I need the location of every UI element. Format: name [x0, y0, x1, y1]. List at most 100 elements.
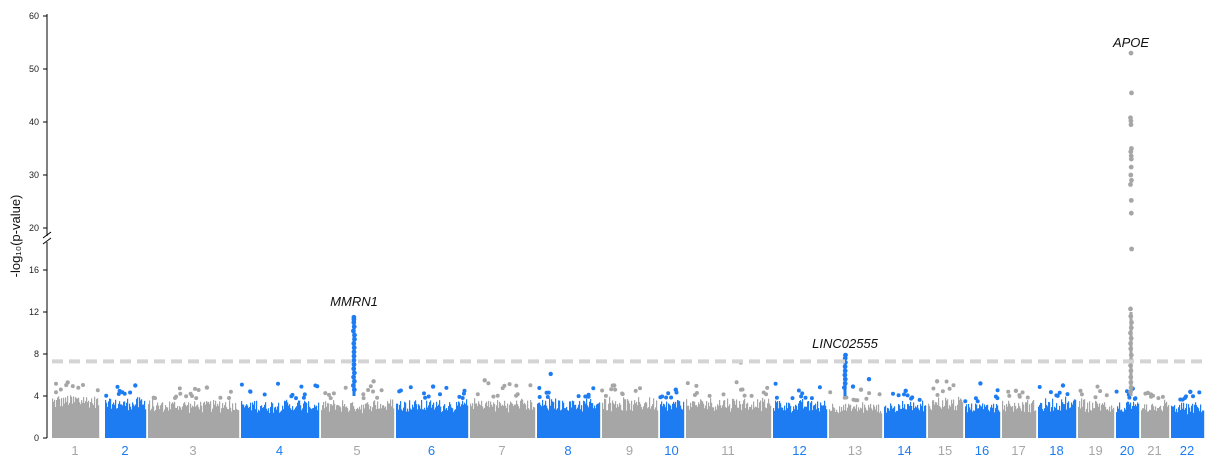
- snp-point: [669, 395, 674, 400]
- snp-point: [1197, 390, 1202, 395]
- snp-point: [299, 384, 304, 389]
- snp-point: [1098, 389, 1103, 394]
- snp-point: [707, 393, 712, 398]
- snp-point: [773, 381, 778, 386]
- hit-point: [1128, 156, 1134, 162]
- y-tick-label: 50: [29, 64, 39, 74]
- chromosome-7-points: [470, 378, 536, 438]
- snp-point: [774, 395, 779, 400]
- gene-label-mmrn1: MMRN1: [330, 294, 378, 309]
- snp-point: [116, 392, 121, 396]
- snp-point: [1007, 393, 1012, 398]
- snp-point: [1093, 395, 1098, 400]
- snp-point: [740, 387, 745, 392]
- y-axis-label: -log₁₀(p-value): [8, 195, 23, 278]
- snp-point: [248, 389, 253, 394]
- snp-point: [734, 380, 739, 385]
- snp-point: [1006, 389, 1011, 394]
- chromosome-label-15: 15: [938, 443, 952, 458]
- snp-point: [398, 388, 403, 393]
- snp-point: [368, 384, 373, 389]
- chromosome-17-points: [1002, 388, 1037, 438]
- chromosome-8-points: [537, 371, 601, 438]
- snp-point: [196, 388, 201, 392]
- chromosome-4-points: [239, 381, 320, 438]
- snp-point: [514, 393, 519, 398]
- snp-point: [120, 390, 125, 395]
- snp-point: [302, 392, 307, 397]
- chromosome-label-20: 20: [1120, 443, 1134, 458]
- chromosome-15-points: [928, 379, 964, 438]
- chromosome-7-body: [470, 398, 536, 438]
- snp-point: [457, 394, 462, 399]
- snp-point: [800, 391, 805, 396]
- snp-point: [375, 395, 380, 400]
- snp-point: [227, 396, 231, 400]
- chromosome-19-body: [1078, 398, 1115, 438]
- snp-point: [371, 389, 375, 394]
- chromosome-4-hits: [351, 314, 357, 396]
- chromosome-18-points: [1037, 383, 1077, 438]
- hit-point: [1129, 90, 1134, 96]
- gene-label-linc02555: LINC02555: [812, 336, 879, 351]
- chromosome-12-hits: [842, 352, 872, 396]
- snp-peak-point: [934, 379, 940, 384]
- chromosome-15-body: [928, 396, 964, 438]
- snp-peak-point: [673, 387, 678, 392]
- snp-point: [995, 388, 1000, 393]
- chromosome-5-points: [321, 379, 395, 438]
- snp-point: [460, 396, 465, 400]
- chromosome-3-points: [148, 385, 240, 438]
- chromosome-label-17: 17: [1011, 443, 1025, 458]
- snp-point: [423, 395, 428, 400]
- chromosome-12-body: [773, 399, 828, 438]
- hit-point: [1128, 50, 1134, 56]
- snp-point: [905, 393, 910, 398]
- chromosome-1-points: [52, 380, 100, 438]
- data-points: [52, 50, 1205, 438]
- snp-point: [576, 394, 581, 399]
- y-tick-label: 40: [29, 117, 39, 127]
- snp-point: [58, 387, 63, 392]
- chromosome-label-1: 1: [71, 443, 78, 458]
- snp-point: [1114, 389, 1119, 394]
- snp-point: [194, 396, 199, 401]
- chromosome-13-body: [829, 402, 883, 438]
- chromosome-22-points: [1171, 389, 1205, 438]
- snp-point: [944, 379, 949, 384]
- snp-point: [685, 381, 690, 386]
- snp-point: [855, 398, 860, 403]
- snp-point: [361, 396, 366, 401]
- snp-point: [694, 383, 699, 388]
- chromosome-12-points: [773, 381, 828, 438]
- snp-point: [323, 391, 328, 396]
- snp-point: [799, 394, 804, 399]
- snp-peak-point: [430, 384, 436, 389]
- y-tick-label: 0: [34, 433, 39, 443]
- snp-point: [128, 390, 133, 395]
- chromosome-5-body: [321, 399, 395, 438]
- snp-point: [361, 392, 366, 397]
- snp-point: [507, 382, 512, 387]
- snp-point: [951, 383, 956, 388]
- chromosome-6-body: [396, 399, 469, 438]
- snp-point: [638, 386, 642, 391]
- snp-point: [613, 387, 618, 392]
- chromosome-21-points: [1141, 390, 1170, 438]
- chromosome-label-6: 6: [428, 443, 435, 458]
- chromosome-label-8: 8: [564, 443, 571, 458]
- snp-peak-point: [204, 385, 210, 390]
- snp-point: [803, 395, 808, 400]
- chromosome-9-points: [600, 383, 659, 438]
- snp-point: [586, 392, 591, 397]
- snp-point: [218, 395, 223, 400]
- hit-point: [1128, 172, 1134, 178]
- snp-peak-point: [903, 388, 908, 393]
- snp-point: [70, 384, 75, 389]
- chromosome-14-points: [884, 388, 927, 438]
- snp-point: [500, 386, 505, 391]
- hit-point: [1128, 182, 1133, 187]
- chromosome-label-21: 21: [1147, 443, 1161, 458]
- snp-peak-point: [371, 379, 376, 384]
